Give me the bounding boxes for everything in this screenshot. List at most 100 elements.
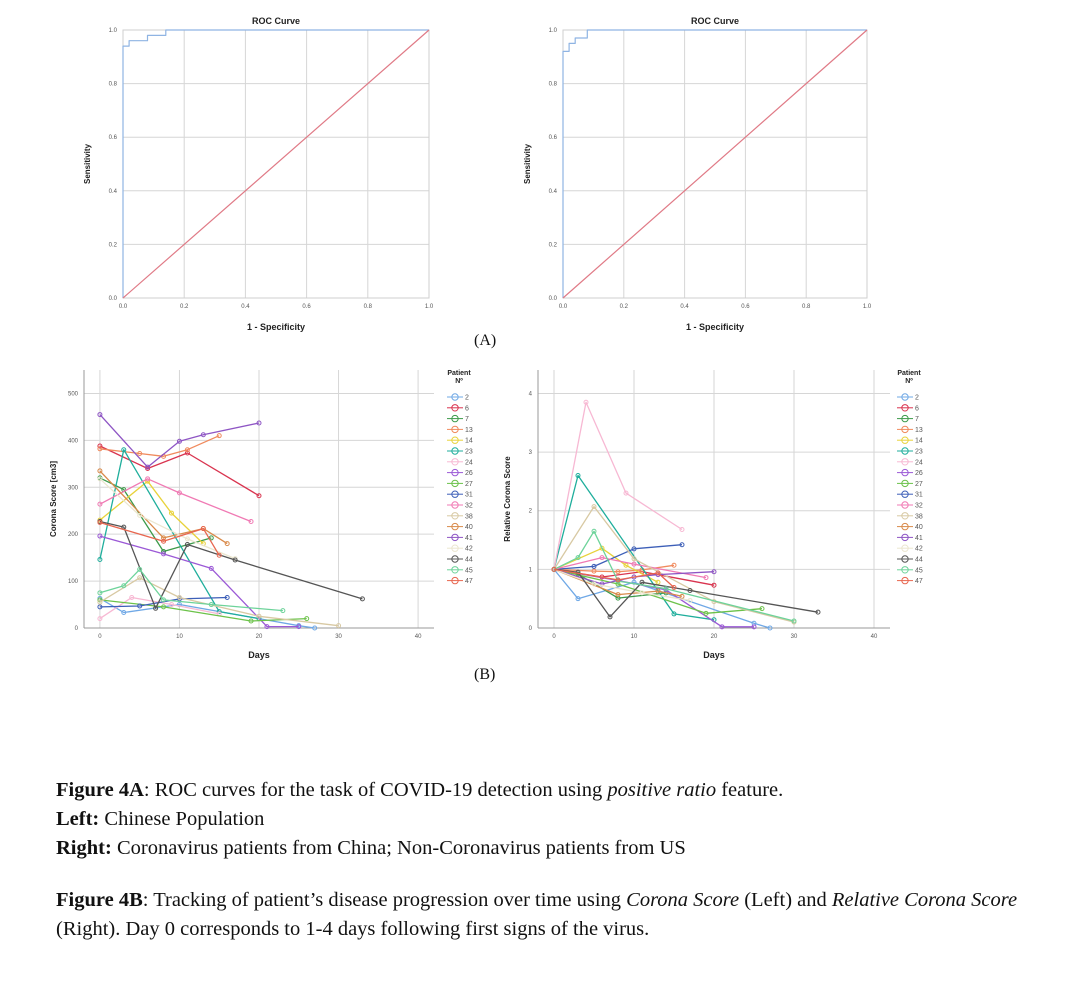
caption-fig4a: Figure 4A: ROC curves for the task of CO… (56, 776, 783, 863)
series-patient-38 (97, 575, 342, 629)
data-point (296, 624, 302, 630)
series-line (553, 505, 795, 623)
data-point (359, 596, 365, 602)
left-label: Left: (56, 808, 100, 830)
data-point (631, 561, 637, 567)
legend-item: 45 (447, 566, 473, 574)
data-point (169, 602, 174, 608)
data-point (137, 603, 143, 609)
legend-marker (901, 425, 909, 434)
series-line (99, 599, 307, 622)
x-tick-label: 0 (98, 634, 102, 640)
legend-marker (901, 533, 909, 542)
x-tick-label: 10 (176, 634, 183, 640)
series-reference (122, 29, 430, 299)
legend-item: 6 (447, 404, 469, 412)
legend-item: 26 (897, 468, 923, 477)
x-axis-label: Days (248, 650, 270, 660)
legend-item: 47 (447, 576, 473, 585)
data-point (759, 606, 765, 612)
y-tick-label: 1.0 (549, 28, 558, 34)
legend-marker (901, 468, 909, 477)
data-point (176, 595, 182, 601)
legend-marker (451, 522, 459, 531)
y-tick-label: 0.6 (109, 135, 118, 141)
data-point (551, 566, 557, 572)
legend-label: 13 (915, 427, 923, 434)
legend-item: 13 (447, 425, 473, 434)
data-point (161, 604, 167, 610)
data-point (312, 625, 318, 631)
legend-marker (901, 555, 909, 563)
data-point (703, 575, 709, 581)
y-tick-label: 0.0 (109, 296, 118, 302)
legend-item: 41 (447, 533, 473, 542)
legend-marker (451, 447, 459, 455)
data-point (97, 557, 103, 563)
grid (83, 370, 434, 629)
data-point (145, 476, 151, 482)
fig4b-label: Figure 4B (56, 889, 143, 911)
roc-chart-left: 0.0 0.2 0.4 0.6 0.8 1.0 0.0 0.2 0.4 0.6 0.8 1.0 ROC … (83, 16, 434, 332)
legend-title-suffix: Nº (455, 378, 463, 385)
series-patient-45 (97, 566, 286, 614)
legend-marker (901, 544, 909, 552)
x-tick-label: 20 (256, 634, 263, 640)
legend-marker (901, 458, 909, 466)
x-tick-label: 0.6 (302, 304, 311, 310)
data-point (815, 609, 821, 615)
panel-b-label: (B) (474, 666, 496, 683)
x-tick-label: 0.4 (680, 304, 689, 310)
legend-item: 13 (897, 425, 923, 434)
legend-marker (901, 393, 909, 401)
data-point (97, 604, 103, 610)
roc-chart-right: 0.0 0.2 0.4 0.6 0.8 1.0 0.0 0.2 0.4 0.6 0.8 1.0 ROC … (523, 16, 872, 332)
data-point (679, 593, 685, 599)
y-tick-label: 0 (529, 626, 533, 632)
legend-marker (901, 436, 909, 444)
legend-label: 14 (915, 438, 923, 445)
series-roc (562, 29, 867, 298)
data-point (153, 605, 159, 611)
x-tick-label: 0.2 (180, 304, 189, 310)
data-point (121, 610, 127, 616)
legend-marker (451, 468, 459, 477)
y-axis-label: Sensitivity (83, 143, 92, 184)
legend-item: 23 (447, 447, 473, 456)
data-point (161, 597, 167, 603)
legend-marker (451, 404, 459, 412)
data-point (97, 412, 103, 418)
series-reference (562, 29, 868, 299)
data-point (711, 569, 717, 575)
legend-marker (901, 566, 909, 574)
data-point (607, 614, 613, 620)
series-line (99, 521, 220, 556)
legend-marker (451, 425, 459, 434)
data-point (208, 565, 214, 571)
legend-marker (901, 414, 909, 423)
legend-item: 44 (447, 555, 473, 564)
y-tick-label: 3 (529, 450, 533, 456)
x-tick-label: 0.4 (241, 304, 250, 310)
legend-label: 45 (465, 567, 473, 574)
legend-marker (451, 501, 459, 509)
roc-line (562, 29, 867, 298)
data-point (161, 535, 167, 541)
series-patient-44 (551, 566, 821, 620)
series-patient-14 (97, 478, 206, 547)
data-point (161, 538, 167, 544)
x-tick-label: 20 (711, 634, 718, 640)
legend-item: 27 (447, 479, 473, 488)
y-tick-label: 200 (68, 532, 79, 538)
legend-label: 31 (915, 492, 923, 499)
caption-fig4a-line: Figure 4A: ROC curves for the task of CO… (56, 776, 783, 805)
y-tick-label: 1 (529, 567, 533, 573)
legend-label: 40 (465, 524, 473, 531)
series-line (553, 530, 795, 622)
data-point (575, 569, 581, 575)
data-point (184, 450, 190, 456)
data-point (248, 618, 254, 624)
data-point (129, 595, 135, 601)
legend-label: 27 (465, 481, 473, 488)
